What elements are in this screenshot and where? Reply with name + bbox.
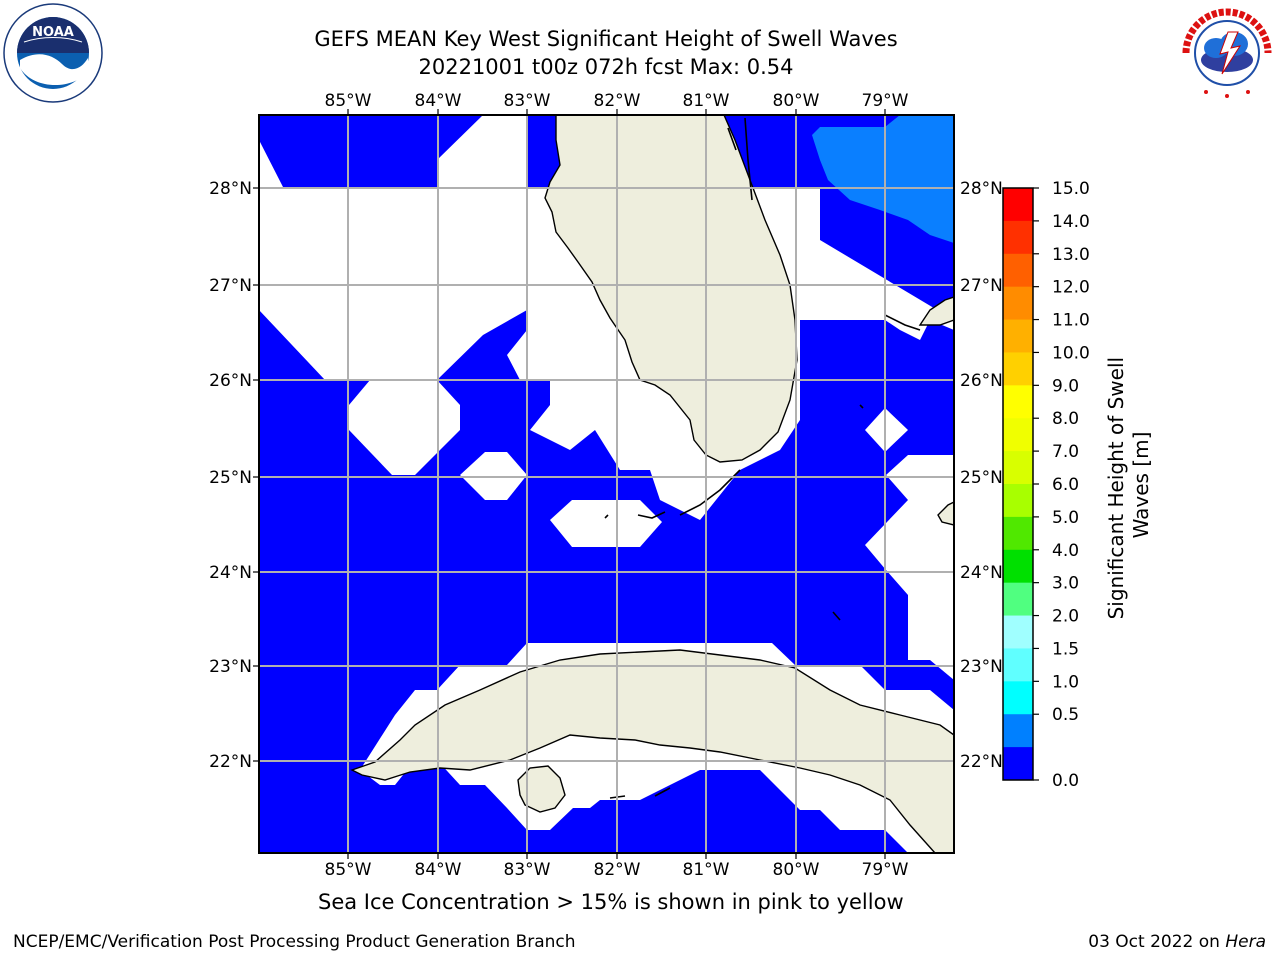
colorbar-tick-label: 11.0 — [1052, 311, 1090, 331]
colorbar-cell — [1003, 220, 1033, 255]
colorbar-cell — [1003, 253, 1033, 288]
colorbar-cell — [1003, 352, 1033, 386]
lat-labels-right: 28°N 27°N 26°N 25°N 24°N 23°N 22°N — [960, 179, 1003, 772]
colorbar-tick-label: 2.0 — [1052, 607, 1079, 627]
lat-label: 28°N — [209, 179, 252, 199]
colorbar-tick-label: 15.0 — [1052, 179, 1090, 199]
lon-label: 80°W — [773, 91, 820, 111]
lat-label: 23°N — [209, 657, 252, 677]
lat-label: 27°N — [209, 276, 252, 296]
colorbar-tick-label: 0.0 — [1052, 771, 1079, 791]
colorbar-cell — [1003, 418, 1033, 452]
colorbar-cell — [1003, 648, 1033, 682]
lat-label: 22°N — [209, 752, 252, 772]
colorbar-tick-label: 8.0 — [1052, 409, 1079, 429]
colorbar-tick-label: 1.5 — [1052, 639, 1079, 659]
lon-label: 85°W — [325, 91, 372, 111]
lon-label: 85°W — [325, 860, 372, 880]
lon-label: 83°W — [504, 91, 551, 111]
colorbar-tick-label: 0.5 — [1052, 705, 1079, 725]
lon-label: 80°W — [773, 860, 820, 880]
lon-label: 82°W — [594, 860, 641, 880]
colorbar-tick-label: 12.0 — [1052, 278, 1090, 298]
footer-host: Hera — [1225, 932, 1266, 952]
lat-label: 24°N — [960, 563, 1003, 583]
footer-date: 03 Oct 2022 on Hera — [1088, 932, 1266, 952]
colorbar-cell — [1003, 516, 1033, 551]
colorbar-label-line1: Significant Height of Swell — [1104, 357, 1128, 619]
colorbar-cell — [1003, 615, 1033, 649]
graticule — [259, 115, 954, 853]
lon-label: 79°W — [862, 91, 909, 111]
nws-logo — [1178, 4, 1276, 102]
colorbar-tick-label: 9.0 — [1052, 376, 1079, 396]
noaa-logo: NOAA — [3, 3, 103, 103]
lat-label: 25°N — [209, 468, 252, 488]
swell-field-mid — [812, 115, 954, 243]
colorbar-tick-label: 1.0 — [1052, 672, 1079, 692]
lat-labels-left: 28°N 27°N 26°N 25°N 24°N 23°N 22°N — [209, 179, 252, 772]
lat-label: 25°N — [960, 468, 1003, 488]
lon-label: 81°W — [683, 91, 730, 111]
colorbar-cell — [1003, 385, 1033, 419]
lon-label: 82°W — [594, 91, 641, 111]
lat-label: 27°N — [960, 276, 1003, 296]
colorbar-cell — [1003, 188, 1033, 222]
colorbar-tick-label: 10.0 — [1052, 343, 1090, 363]
colorbar-ticks: 15.0 14.0 13.0 12.0 11.0 10.0 9.0 8.0 7.0 6.0 5.0 4… — [1033, 179, 1090, 791]
map-area — [259, 115, 954, 853]
colorbar-label-line2: Waves [m] — [1129, 432, 1153, 539]
sea-ice-note: Sea Ice Concentration > 15% is shown in … — [318, 890, 904, 914]
colorbar-cell — [1003, 451, 1033, 485]
colorbar-tick-label: 14.0 — [1052, 212, 1090, 232]
lat-label: 26°N — [960, 371, 1003, 391]
islands — [604, 117, 921, 799]
colorbar-cell — [1003, 681, 1033, 715]
colorbar-tick-label: 7.0 — [1052, 442, 1079, 462]
svg-text:NOAA: NOAA — [32, 25, 74, 40]
lon-labels-bottom: 85°W 84°W 83°W 82°W 81°W 80°W 79°W — [325, 860, 909, 880]
colorbar-cell — [1003, 319, 1033, 353]
lat-label: 28°N — [960, 179, 1003, 199]
lon-label: 84°W — [415, 860, 462, 880]
lat-label: 23°N — [960, 657, 1003, 677]
colorbar-cell — [1003, 484, 1033, 518]
colorbar-cell — [1003, 714, 1033, 748]
colorbar-label: Significant Height of Swell Waves [m] — [1104, 351, 1153, 620]
colorbar-tick-label: 13.0 — [1052, 245, 1090, 265]
lon-labels-top: 85°W 84°W 83°W 82°W 81°W 80°W 79°W — [325, 91, 909, 111]
colorbar-cell — [1003, 747, 1033, 781]
colorbar-cell — [1003, 549, 1033, 584]
footer-date-text: 03 Oct 2022 on — [1088, 932, 1226, 952]
colorbar-cell — [1003, 286, 1033, 321]
lat-label: 26°N — [209, 371, 252, 391]
lon-label: 83°W — [504, 860, 551, 880]
colorbar: 15.0 14.0 13.0 12.0 11.0 10.0 9.0 8.0 7.0 6.0 5.0 4… — [1002, 179, 1153, 791]
lat-label: 22°N — [960, 752, 1003, 772]
land — [350, 115, 954, 853]
footer-credit: NCEP/EMC/Verification Post Processing Pr… — [13, 932, 576, 952]
colorbar-cells — [1003, 188, 1033, 781]
colorbar-tick-label: 4.0 — [1052, 541, 1079, 561]
colorbar-tick-label: 3.0 — [1052, 574, 1079, 594]
colorbar-cell — [1003, 582, 1033, 617]
map-frame — [258, 114, 955, 854]
map-ticks — [253, 109, 886, 859]
chart-subtitle: 20221001 t00z 072h fcst Max: 0.54 — [418, 55, 794, 79]
colorbar-tick-label: 5.0 — [1052, 508, 1079, 528]
lon-label: 84°W — [415, 91, 462, 111]
colorbar-tick-label: 6.0 — [1052, 475, 1079, 495]
lon-label: 79°W — [862, 860, 909, 880]
lon-label: 81°W — [683, 860, 730, 880]
chart-title: GEFS MEAN Key West Significant Height of… — [314, 27, 898, 51]
lat-label: 24°N — [209, 563, 252, 583]
